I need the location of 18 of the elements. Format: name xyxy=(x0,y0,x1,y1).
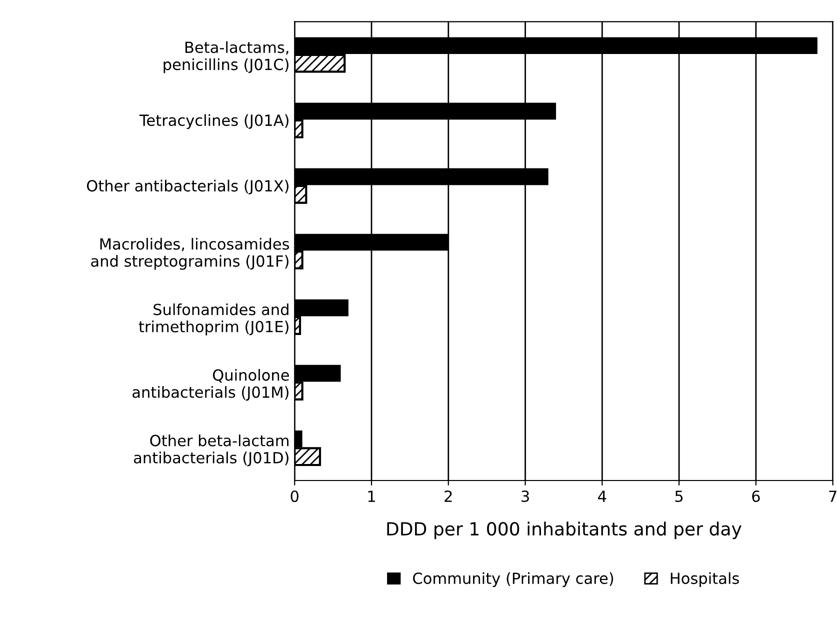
x-tick-label: 1 xyxy=(368,490,375,502)
y-tick-label: Macrolides, lincosamides and streptogramins (J01F) xyxy=(91,238,290,270)
y-tick-label: Tetracyclines (J01A) xyxy=(139,114,288,129)
y-tick-label: Other antibacterials (J01X) xyxy=(86,180,288,194)
x-tick-label: 3 xyxy=(522,490,529,502)
legend-label: Community (Primary care) xyxy=(413,572,614,588)
y-tick-label: Quinolone antibacterials (J01M) xyxy=(132,368,289,401)
x-tick-label: 5 xyxy=(675,490,683,502)
x-tick-label: 6 xyxy=(752,490,760,502)
x-tick-label: 2 xyxy=(444,490,452,502)
y-tick-label: Sulfonamides and trimethoprim (J01E) xyxy=(138,303,288,336)
y-tick-label: Other beta-lactam antibacterials (J01D) xyxy=(134,434,288,466)
x-axis-title: DDD per 1 000 inhabitants and per day xyxy=(387,522,742,540)
x-tick-label: 7 xyxy=(829,490,836,502)
x-tick-label: 0 xyxy=(290,490,298,502)
x-tick-label: 4 xyxy=(598,490,606,502)
y-tick-label: Beta-lactams, penicillins (J01C) xyxy=(164,41,288,74)
legend-label: Hospitals xyxy=(670,572,739,588)
